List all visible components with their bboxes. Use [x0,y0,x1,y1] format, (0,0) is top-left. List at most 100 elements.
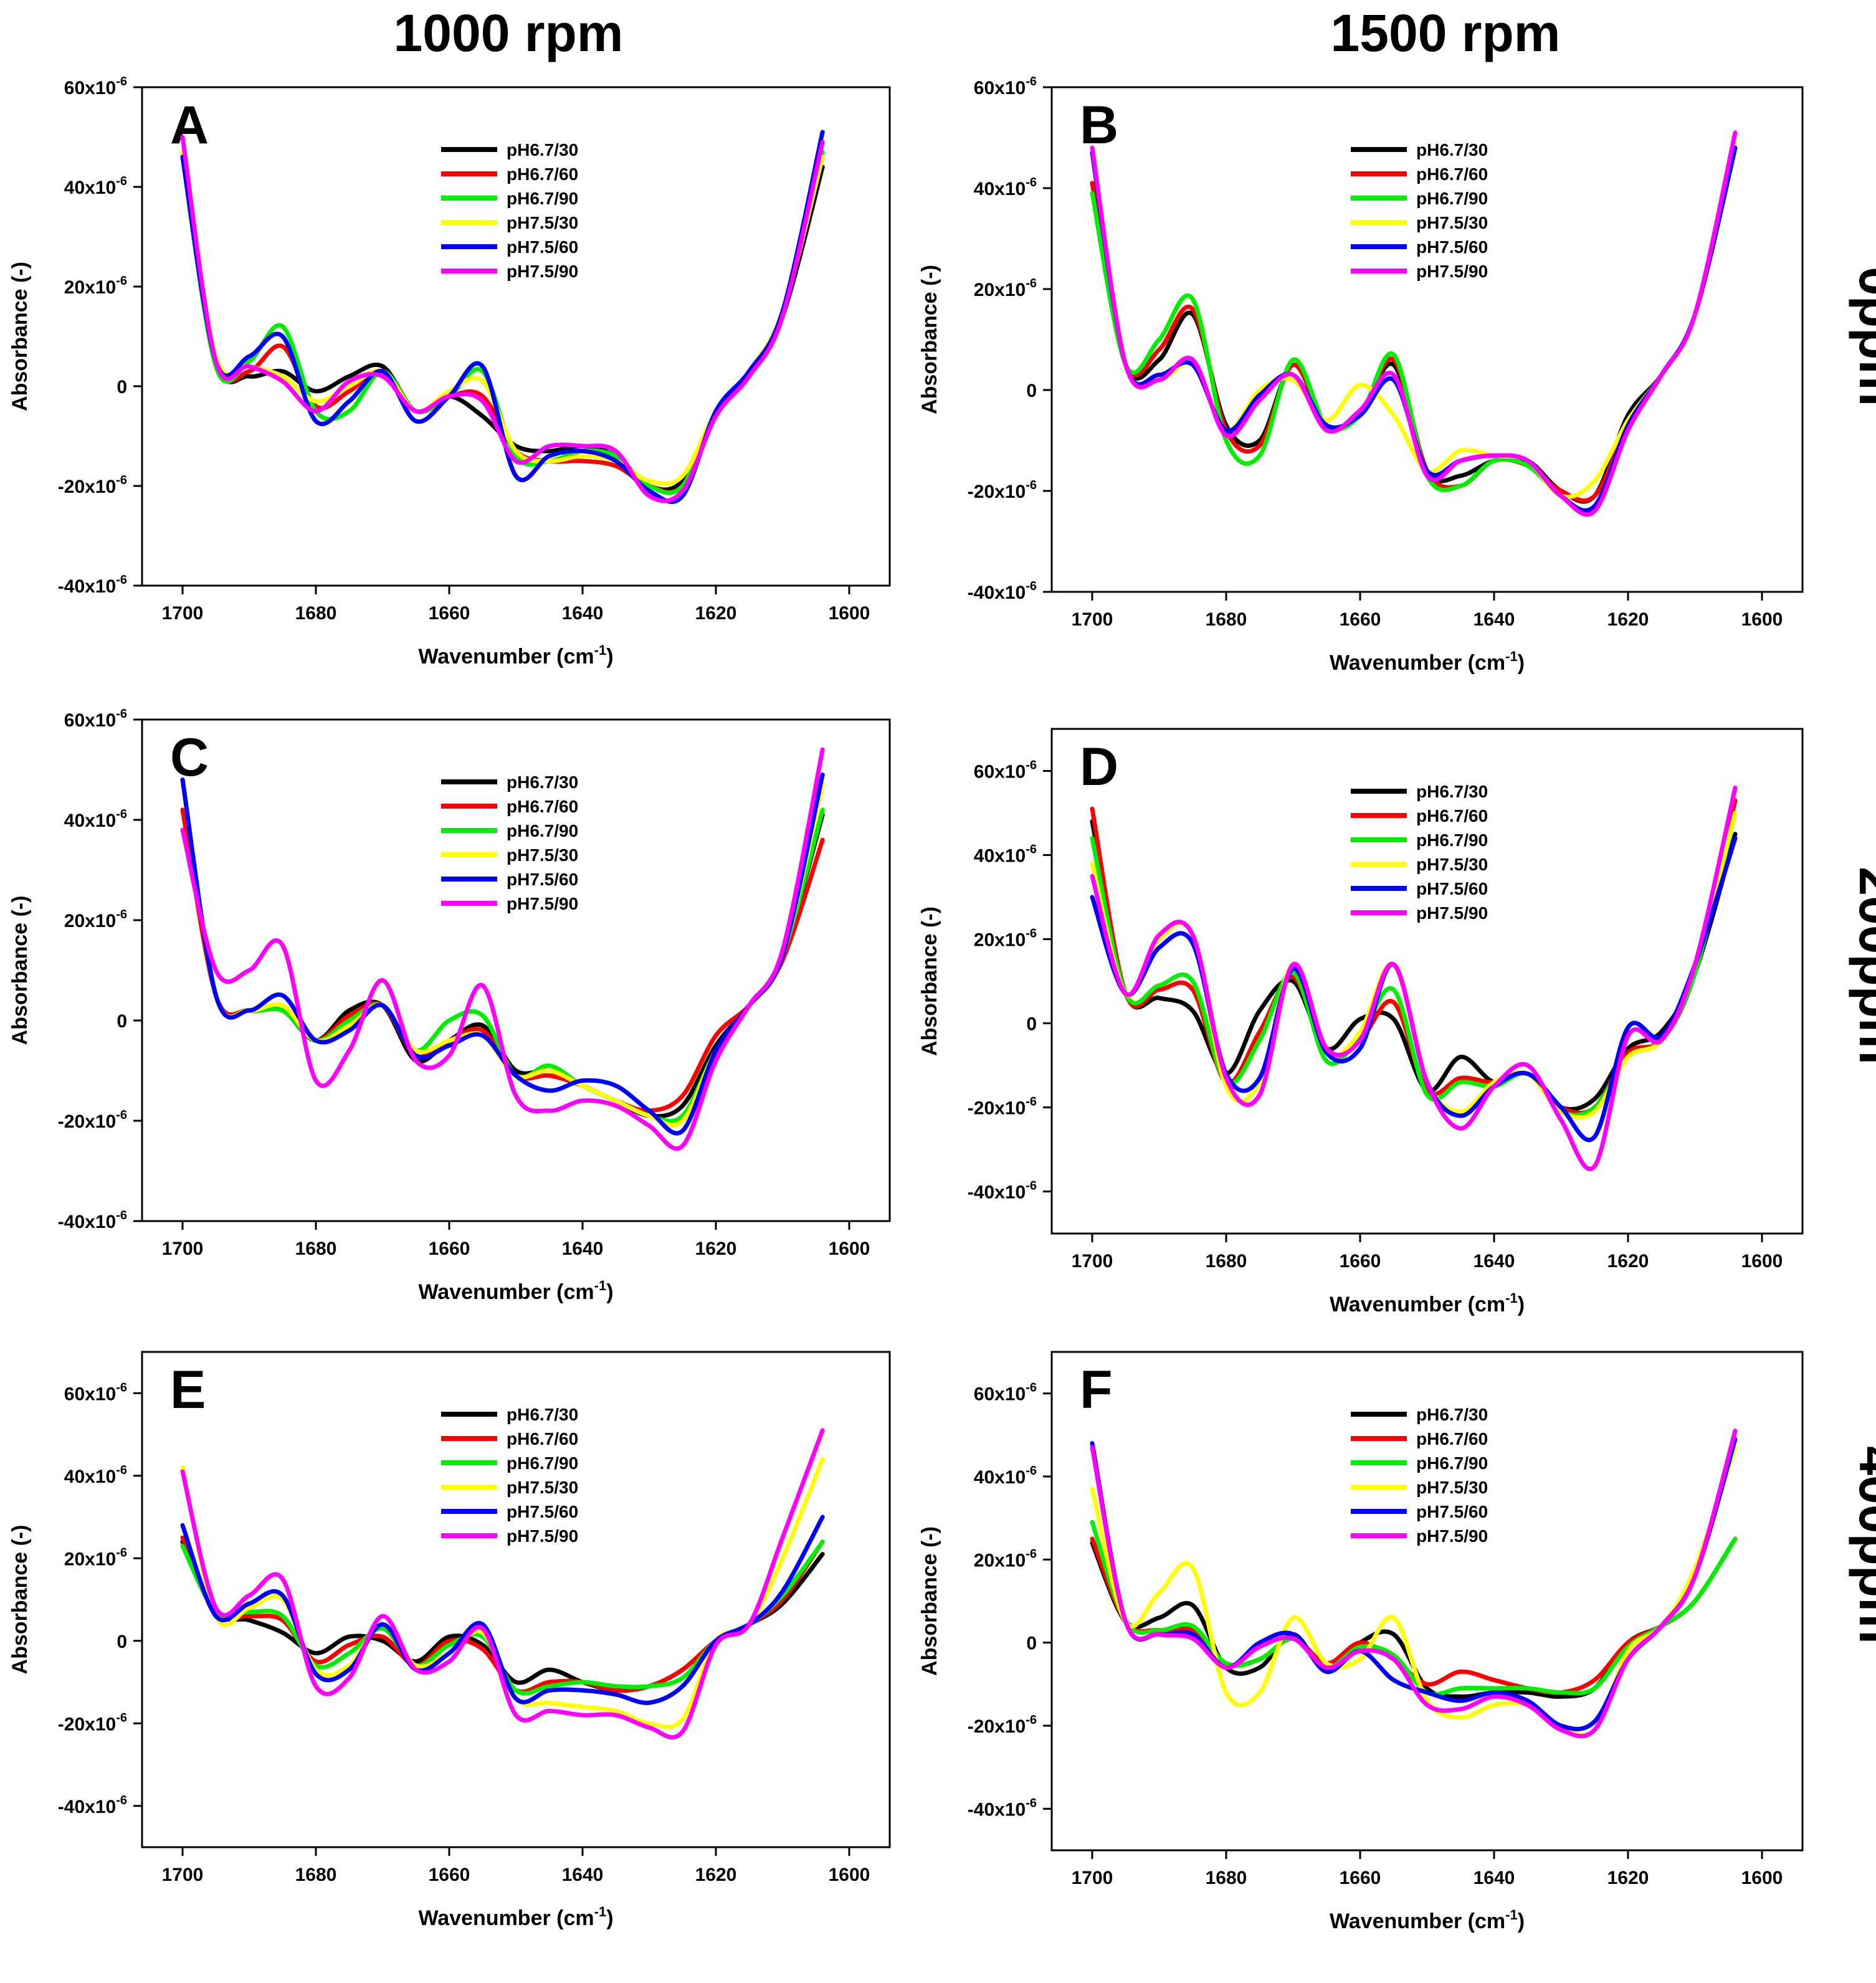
y-tick-label: 60x10-6 [64,75,127,98]
series-line-ph6-7-30 [180,778,825,1119]
legend-label: pH6.7/30 [1416,140,1488,159]
x-tick-label: 1660 [429,1239,470,1259]
series-line-ph7-5-90 [1090,1429,1738,1739]
legend-label: pH6.7/90 [1416,830,1488,850]
x-tick-label: 1600 [829,1239,870,1259]
x-tick-label: 1660 [429,603,470,624]
plot-frame [141,1351,891,1848]
panels-group: A -40x10-6 -20x10-6 0 20x10-6 40x10-6 60x10-6 1… [8,75,1804,1933]
y-tick-label: 40x10-6 [64,807,127,831]
legend-label: pH7.5/60 [507,1502,578,1521]
series-line-ph6-7-60 [1090,798,1738,1115]
x-tick-label: 1620 [695,1865,737,1885]
legend-label: pH6.7/30 [507,1405,578,1424]
series-line-ph7-5-60 [180,130,825,504]
legend-label: pH6.7/60 [507,164,578,184]
y-tick-label: -40x10-6 [58,573,127,597]
x-axis-label: Wavenumber (cm-1) [1330,1907,1525,1933]
x-tick-label: 1640 [562,603,604,624]
legend-label: pH6.7/90 [1416,189,1488,208]
y-tick-label: 40x10-6 [64,1463,127,1487]
legend-label: pH6.7/60 [507,797,578,816]
row-title-400ppm: 400ppm [1849,1446,1876,1643]
panel-letter: D [1080,737,1118,797]
y-axis-label: Absorbance (-) [8,262,32,411]
legend-label: pH7.5/30 [1416,1478,1488,1497]
x-tick-label: 1620 [1607,609,1649,630]
y-tick-label: 20x10-6 [64,274,127,298]
series-line-ph7-5-30 [180,778,825,1128]
plot-frame [1050,728,1804,1235]
legend-label: pH7.5/30 [507,1478,578,1497]
series-line-ph6-7-90 [1090,1519,1738,1697]
legend-label: pH7.5/90 [1416,1526,1488,1546]
row-title-0ppm: 0ppm [1849,267,1876,406]
y-tick-label: -40x10-6 [968,1179,1037,1203]
legend-label: pH7.5/90 [1416,262,1488,281]
series-line-ph7-5-90 [1090,130,1738,517]
legend-label: pH7.5/90 [1416,903,1488,923]
y-tick-label: 60x10-6 [974,75,1037,98]
row-title-200ppm: 200ppm [1849,867,1876,1064]
legend-label: pH7.5/30 [1416,213,1488,232]
x-tick-label: 1600 [1741,609,1783,630]
series-line-ph7-5-30 [1090,1445,1738,1738]
x-tick-label: 1660 [429,1865,470,1885]
x-tick-label: 1700 [162,1239,204,1259]
panel-a: A -40x10-6 -20x10-6 0 20x10-6 40x10-6 60x10-6 1… [8,75,891,668]
series-line-ph6-7-90 [180,778,825,1124]
legend-label: pH6.7/90 [507,1453,578,1473]
legend-label: pH7.5/30 [1416,855,1488,874]
series-line-ph7-5-90 [180,1428,825,1740]
y-tick-label: 20x10-6 [64,1546,127,1569]
y-tick-label: 60x10-6 [974,759,1037,782]
series-line-ph6-7-30 [1090,145,1738,504]
x-tick-label: 1680 [1206,1251,1247,1272]
legend-label: pH7.5/60 [1416,1502,1488,1521]
legend-label: pH6.7/90 [1416,1453,1488,1473]
y-tick-label: 0 [1026,1633,1037,1654]
y-tick-label: -40x10-6 [968,579,1037,603]
panel-letter: F [1080,1360,1113,1420]
legend-label: pH6.7/30 [507,140,578,159]
x-tick-label: 1680 [295,603,337,624]
legend-label: pH6.7/60 [507,1429,578,1448]
y-tick-label: 0 [1026,1014,1037,1035]
x-tick-label: 1620 [695,1239,737,1259]
y-tick-label: -20x10-6 [968,478,1037,502]
legend-label: pH6.7/60 [1416,806,1488,825]
y-axis-label: Absorbance (-) [8,1525,32,1675]
series-line-ph7-5-90 [180,747,825,1151]
panel-c: C -40x10-6 -20x10-6 0 20x10-6 40x10-6 60x10-6 1… [8,707,891,1304]
series-line-ph6-7-60 [1090,145,1738,503]
panel-letter: A [170,95,209,155]
x-tick-label: 1620 [1607,1251,1649,1272]
x-tick-label: 1660 [1340,1868,1381,1888]
y-tick-label: 20x10-6 [64,908,127,931]
y-tick-label: 40x10-6 [974,1464,1037,1488]
x-tick-label: 1640 [562,1239,604,1259]
y-axis-label: Absorbance (-) [8,896,32,1045]
legend-label: pH7.5/30 [507,845,578,865]
x-tick-label: 1640 [1474,609,1515,630]
y-axis-label: Absorbance (-) [918,906,941,1056]
y-tick-label: 60x10-6 [64,1381,127,1404]
x-axis-label: Wavenumber (cm-1) [1330,1290,1525,1316]
legend-label: pH6.7/30 [1416,1405,1488,1424]
series-line-ph7-5-90 [180,135,825,503]
legend-label: pH6.7/60 [1416,164,1488,184]
series-line-ph7-5-90 [1090,786,1738,1171]
y-tick-label: -20x10-6 [58,473,127,497]
legend-label: pH7.5/30 [507,213,578,232]
x-tick-label: 1600 [1741,1251,1783,1272]
x-axis-label: Wavenumber (cm-1) [1330,649,1525,675]
x-tick-label: 1680 [295,1239,337,1259]
y-tick-label: 60x10-6 [974,1381,1037,1405]
panel-letter: C [170,728,209,787]
panel-b: B -40x10-6 -20x10-6 0 20x10-6 40x10-6 60x10-6 1… [918,75,1804,675]
x-tick-label: 1600 [829,1865,870,1885]
x-tick-label: 1680 [295,1865,337,1885]
legend-label: pH6.7/90 [507,821,578,840]
plot-frame [1050,1351,1804,1852]
